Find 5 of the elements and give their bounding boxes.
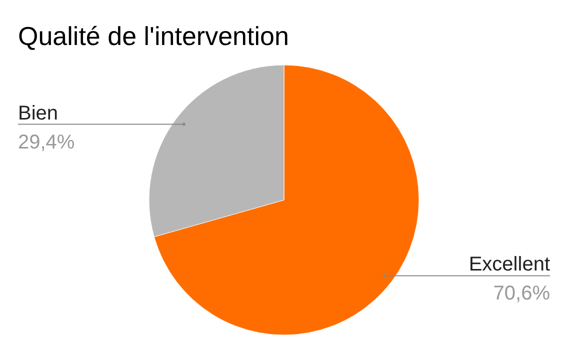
chart-title: Qualité de l'intervention (18, 21, 289, 51)
slice-label: Excellent (468, 254, 550, 276)
slice-label: Bien (18, 102, 58, 124)
data-label: 70,6% (493, 282, 550, 305)
data-label: 29,4% (18, 131, 75, 154)
